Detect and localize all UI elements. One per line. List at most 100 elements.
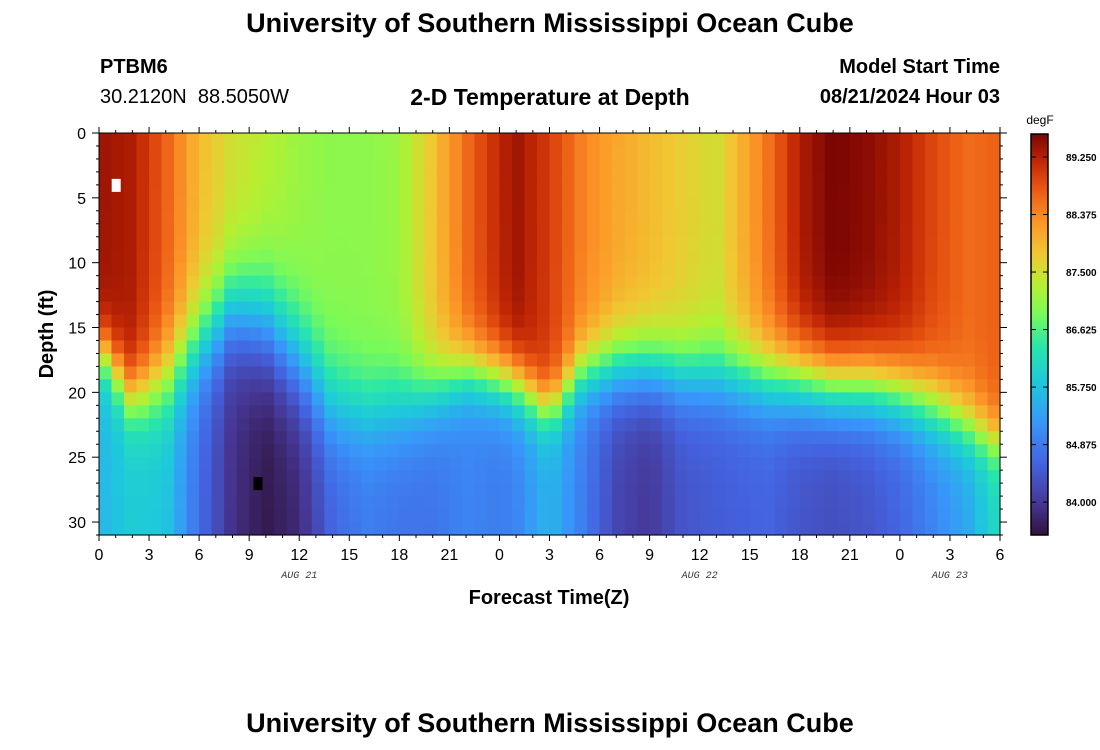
heatmap-cell [974,249,989,264]
heatmap-cell [274,522,288,536]
heatmap-cell [712,145,726,160]
heatmap-cell [912,288,926,303]
colorbar-tick-label: 84.000 [1066,498,1097,509]
heatmap-cell [349,366,363,380]
heatmap-cell [924,171,939,186]
station-coords: 30.2120N 88.5050W [100,86,290,108]
heatmap-cell [974,353,989,368]
heatmap-cell [637,288,651,303]
heatmap-cell [124,457,138,471]
heatmap-cell [862,197,876,212]
heatmap-cell [274,366,288,380]
heatmap-cell [486,145,501,160]
heatmap-cell [111,210,125,225]
heatmap-cell [111,496,125,510]
heatmap-cell [987,340,1001,355]
heatmap-cell [211,145,225,160]
heatmap-cell [499,392,513,406]
heatmap-cell [136,197,150,212]
heatmap-cell [749,470,763,484]
heatmap-cell [249,301,263,316]
y-tick-label: 30 [68,515,86,532]
heatmap-cell [424,133,438,147]
max-temp-marker [111,178,121,192]
heatmap-cell [274,483,288,497]
heatmap-cell [386,184,400,199]
heatmap-cell [574,275,588,290]
heatmap-cell [286,496,300,510]
heatmap-cell [136,522,150,536]
heatmap-cell [787,392,801,406]
heatmap-cell [549,197,563,212]
heatmap-cell [374,470,388,484]
heatmap-cell [411,314,425,329]
heatmap-cell [762,262,776,277]
heatmap-cell [324,353,338,368]
heatmap-cell [649,353,663,368]
heatmap-cell [987,366,1001,380]
heatmap-cell [524,366,538,380]
heatmap-cell [674,145,688,160]
heatmap-cell [399,470,413,484]
heatmap-cell [699,223,713,238]
heatmap-cell [962,444,976,458]
heatmap-cell [787,470,801,484]
heatmap-cell [224,210,238,225]
heatmap-cell [674,236,688,251]
heatmap-cell [149,275,163,290]
heatmap-cell [987,249,1001,264]
heatmap-cell [687,444,701,458]
heatmap-cell [724,457,738,471]
heatmap-cell [349,496,363,510]
heatmap-cell [574,457,588,471]
heatmap-cell [536,379,551,393]
heatmap-cell [924,301,939,316]
heatmap-cell [361,405,375,419]
heatmap-cell [862,353,876,368]
heatmap-cell [474,418,488,432]
heatmap-cell [286,509,300,523]
heatmap-cell [486,405,501,419]
heatmap-cell [261,223,275,238]
heatmap-cell [211,405,225,419]
heatmap-cell [311,392,325,406]
heatmap-cell [974,509,989,523]
heatmap-cell [587,327,601,342]
heatmap-cell [211,249,225,264]
heatmap-cell [474,353,488,368]
heatmap-cell [599,405,613,419]
heatmap-cell [149,301,163,316]
heatmap-cell [349,470,363,484]
heatmap-cell [186,418,200,432]
model-start-label: Model Start Time [839,56,1000,78]
heatmap-cell [249,496,263,510]
heatmap-cell [174,327,188,342]
heatmap-cell [674,392,688,406]
heatmap-cell [299,418,313,432]
heatmap-cell [361,353,375,368]
heatmap-cell [386,223,400,238]
heatmap-cell [124,210,138,225]
heatmap-cell [149,340,163,355]
heatmap-cell [174,366,188,380]
heatmap-cell [674,457,688,471]
heatmap-cell [987,236,1001,251]
heatmap-cell [161,223,175,238]
heatmap-cell [511,236,526,251]
heatmap-cell [587,301,601,316]
heatmap-cell [411,301,425,316]
x-tick-label: 3 [145,547,154,564]
heatmap-cell [199,171,213,186]
heatmap-cell [174,288,188,303]
heatmap-cell [111,522,125,536]
heatmap-cell [699,327,713,342]
heatmap-cell [962,522,976,536]
heatmap-cell [186,379,200,393]
heatmap-cell [624,171,638,186]
heatmap-cell [349,210,363,225]
heatmap-cell [324,405,338,419]
heatmap-cell [224,236,238,251]
heatmap-cell [386,418,400,432]
heatmap-cell [812,236,826,251]
heatmap-cell [261,379,275,393]
